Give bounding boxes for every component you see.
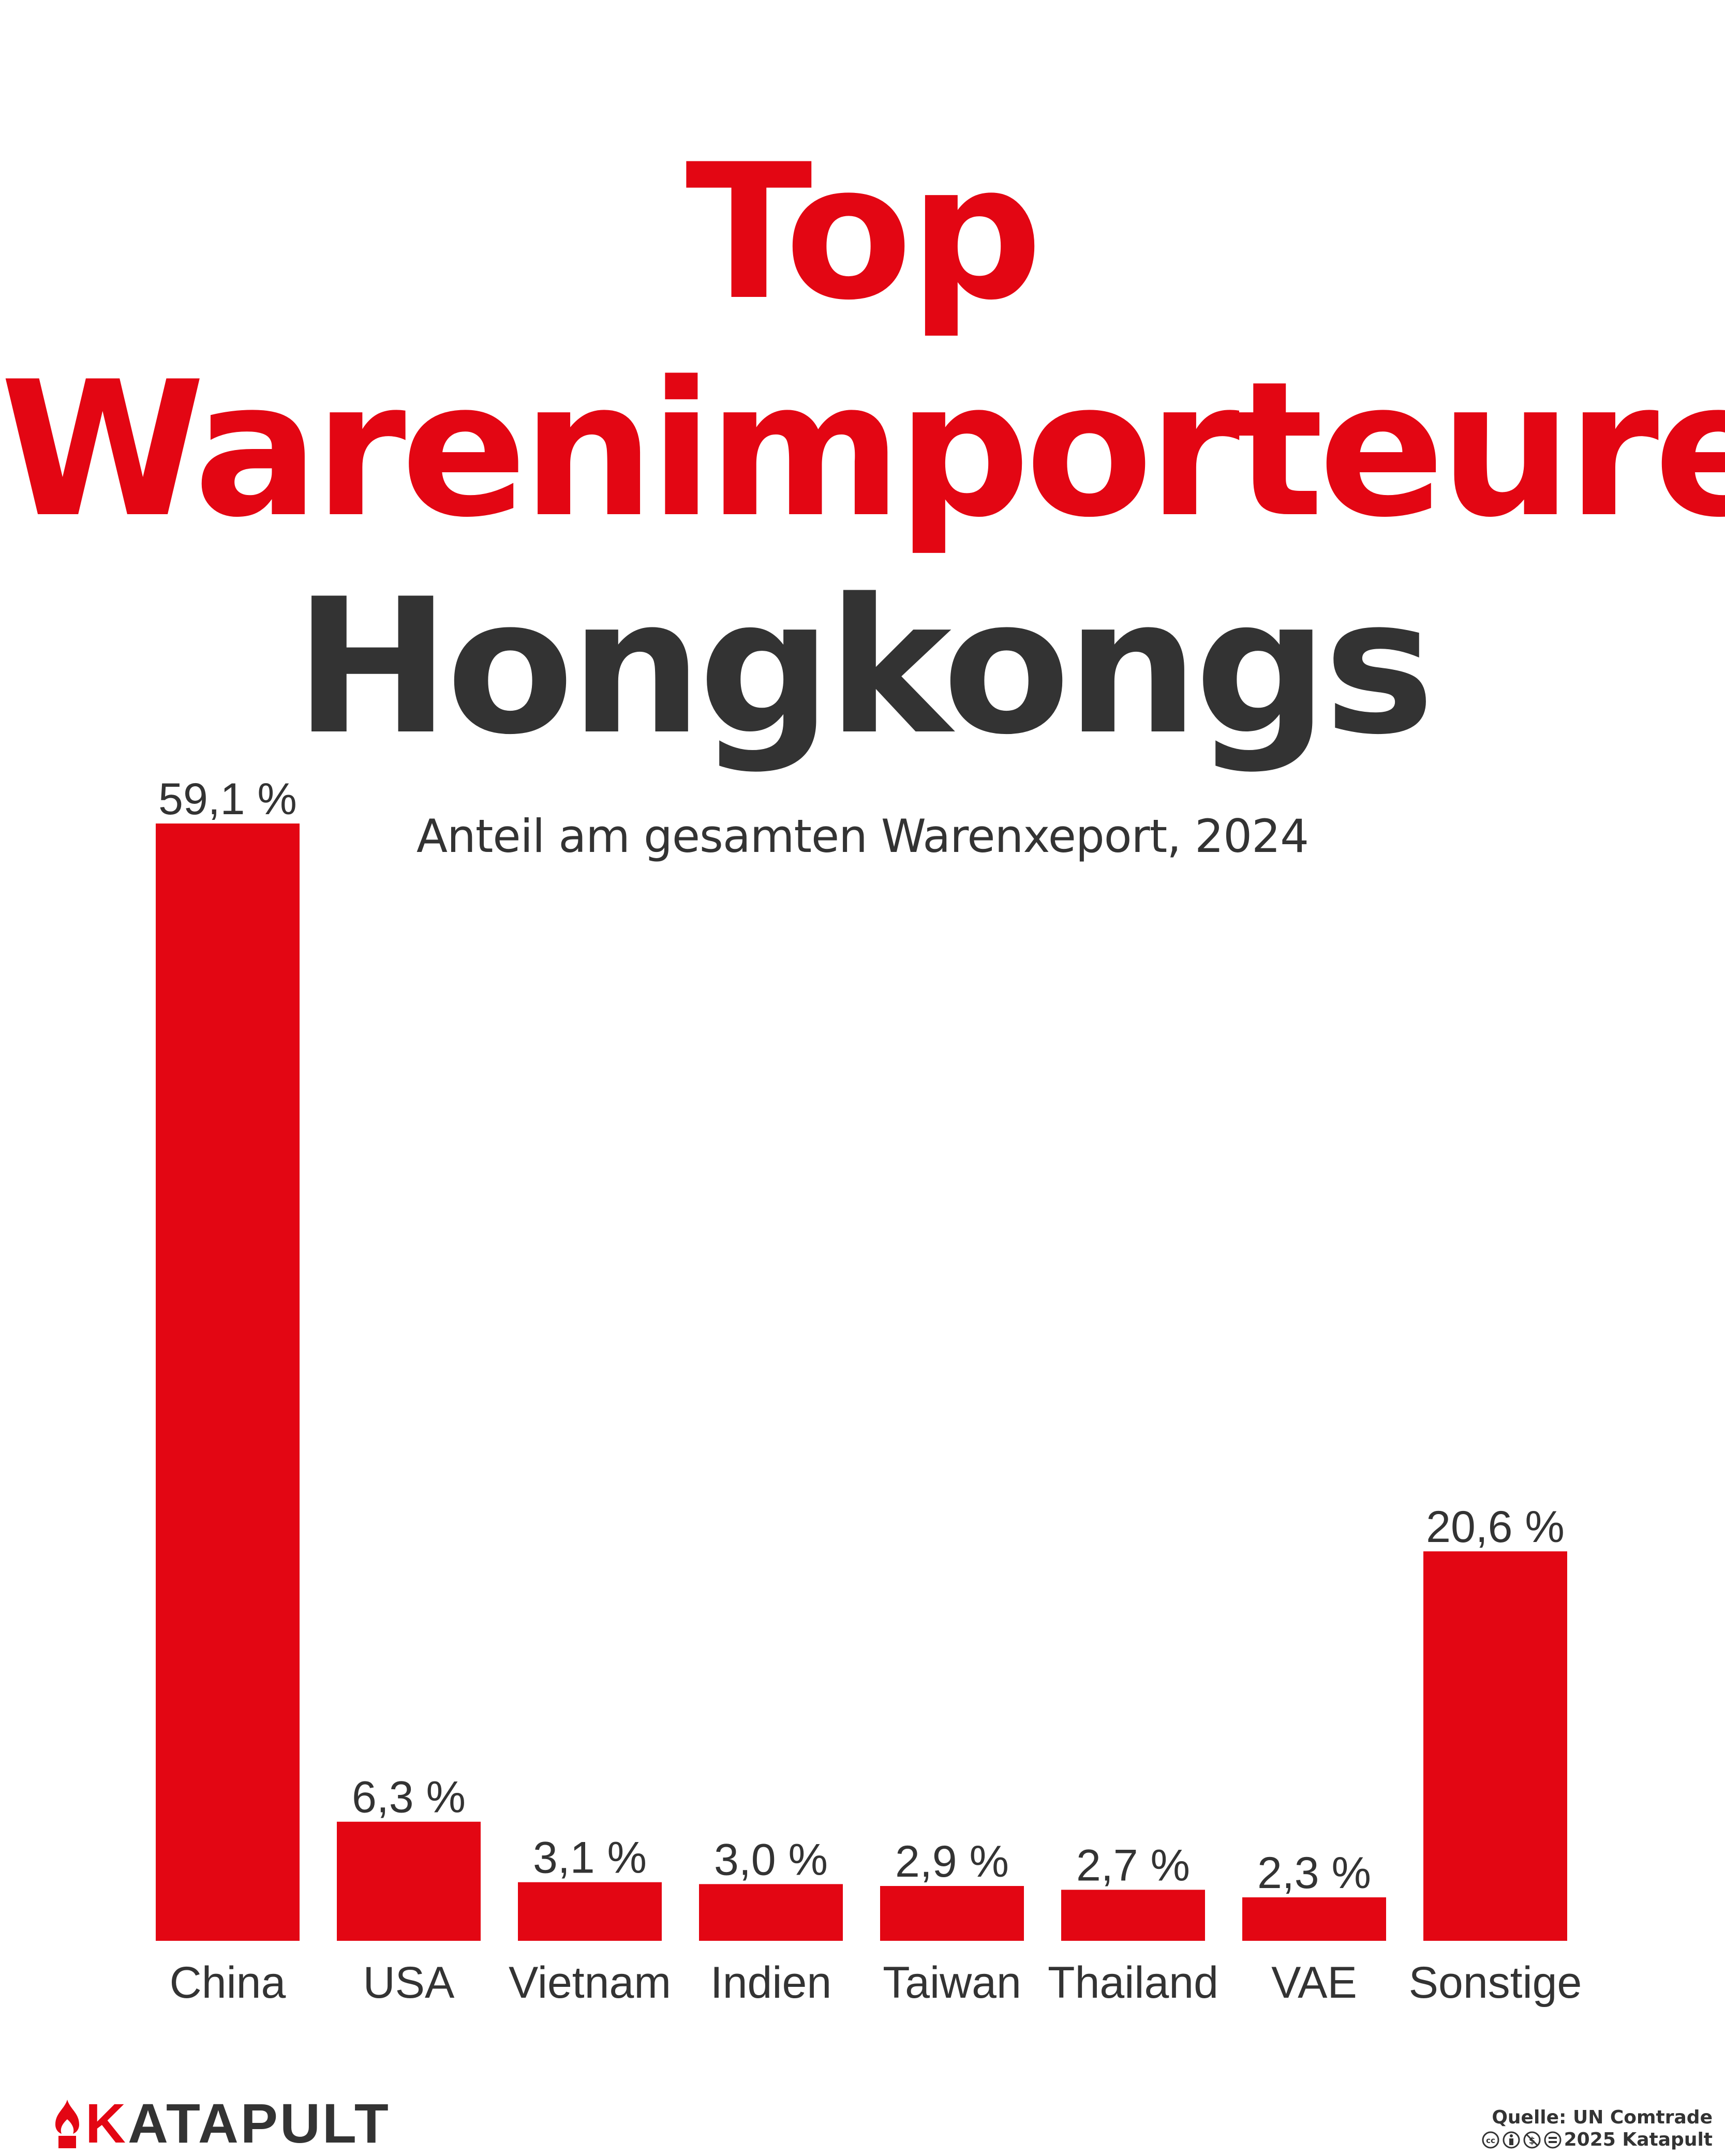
category-label-vae: VAE xyxy=(1271,1958,1357,2008)
copyright-text: 2025 Katapult xyxy=(1564,2129,1713,2151)
nd-icon xyxy=(1544,2131,1562,2149)
category-label-indien: Indien xyxy=(710,1958,831,2008)
bar-taiwan xyxy=(880,1886,1024,1941)
license-row: cc $ 2025 Katapult xyxy=(1481,2129,1713,2151)
svg-text:cc: cc xyxy=(1486,2136,1495,2145)
katapult-wordmark: KATAPULT xyxy=(85,2095,391,2151)
bar-indien xyxy=(699,1884,843,1941)
bar-sonstige xyxy=(1423,1551,1567,1941)
bar-thailand xyxy=(1061,1890,1205,1941)
value-label-vae: 2,3 % xyxy=(1257,1848,1371,1898)
category-label-thailand: Thailand xyxy=(1048,1958,1218,2008)
title-line-2: Warenimporteure xyxy=(0,341,1725,558)
chart-subtitle: Anteil am gesamten Warenxeport, 2024 xyxy=(416,810,1309,863)
logo-rest: ATAPULT xyxy=(128,2092,391,2154)
title-line-3: Hongkongs xyxy=(294,559,1435,775)
nc-icon: $ xyxy=(1523,2131,1541,2149)
logo-k: K xyxy=(85,2092,128,2154)
bar-china xyxy=(156,824,300,1941)
category-label-sonstige: Sonstige xyxy=(1409,1958,1582,2008)
bar-vietnam xyxy=(518,1882,662,1941)
value-label-china: 59,1 % xyxy=(158,774,297,824)
source-block: Quelle: UN Comtrade cc $ 2025 Katapult xyxy=(1481,2106,1713,2151)
category-label-china: China xyxy=(170,1958,286,2008)
value-label-sonstige: 20,6 % xyxy=(1426,1502,1565,1552)
cc-icon: cc xyxy=(1482,2131,1499,2149)
katapult-logo: KATAPULT xyxy=(49,2095,391,2152)
value-label-vietnam: 3,1 % xyxy=(533,1833,647,1883)
category-label-vietnam: Vietnam xyxy=(509,1958,671,2008)
title-line-1: Top xyxy=(685,124,1043,341)
bar-usa xyxy=(337,1821,481,1941)
value-label-taiwan: 2,9 % xyxy=(895,1837,1009,1887)
by-icon xyxy=(1503,2131,1520,2149)
category-label-usa: USA xyxy=(363,1958,455,2008)
katapult-flame-icon xyxy=(55,2100,79,2148)
value-label-usa: 6,3 % xyxy=(352,1773,466,1822)
bar-chart: 59,1 % China 6,3 % USA 3,1 % Vietnam 3,0 % Indi… xyxy=(156,774,1582,2008)
category-label-taiwan: Taiwan xyxy=(883,1958,1021,2008)
value-label-thailand: 2,7 % xyxy=(1076,1840,1190,1890)
source-text: Quelle: UN Comtrade xyxy=(1492,2107,1713,2128)
bar-vae xyxy=(1242,1897,1386,1941)
value-label-indien: 3,0 % xyxy=(714,1835,828,1884)
